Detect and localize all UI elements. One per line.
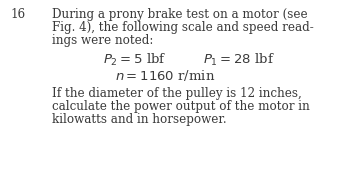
Text: If the diameter of the pulley is 12 inches,: If the diameter of the pulley is 12 inch…: [52, 87, 302, 100]
Text: calculate the power output of the motor in: calculate the power output of the motor …: [52, 100, 310, 113]
Text: 16: 16: [10, 8, 25, 21]
Text: $n = 1160$ r/min: $n = 1160$ r/min: [115, 68, 215, 83]
Text: ings were noted:: ings were noted:: [52, 34, 153, 47]
Text: kilowatts and in horsepower.: kilowatts and in horsepower.: [52, 113, 227, 126]
Text: $P_1 = 28$ lbf: $P_1 = 28$ lbf: [203, 52, 275, 68]
Text: $P_2 = 5$ lbf: $P_2 = 5$ lbf: [103, 52, 167, 68]
Text: During a prony brake test on a motor (see: During a prony brake test on a motor (se…: [52, 8, 308, 21]
Text: Fig. 4), the following scale and speed read-: Fig. 4), the following scale and speed r…: [52, 21, 314, 34]
